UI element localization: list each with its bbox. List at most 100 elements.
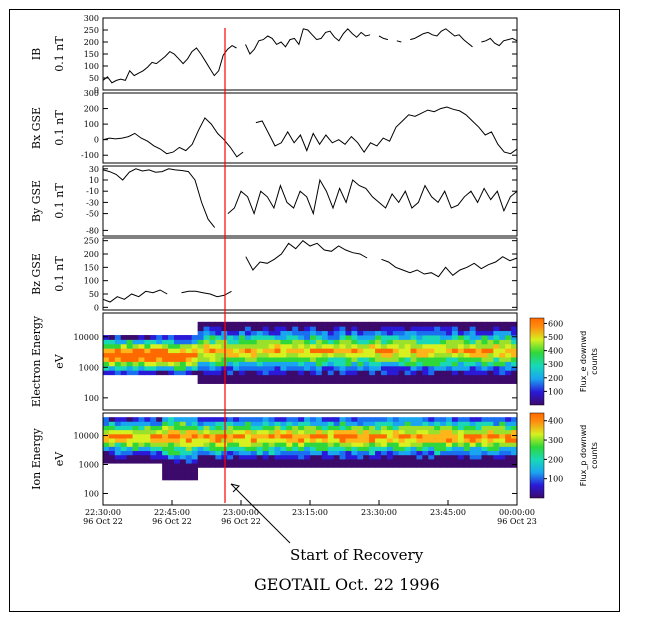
heatmap-cell	[144, 438, 151, 443]
heatmap-cell	[446, 321, 453, 327]
heatmap-cell	[168, 339, 175, 345]
heatmap-cell	[286, 459, 293, 464]
heatmap-cell	[469, 321, 476, 327]
heatmap-cell	[197, 365, 204, 371]
heatmap-cell	[310, 379, 317, 384]
heatmap-cell	[357, 365, 364, 371]
heatmap-cell	[150, 339, 157, 345]
heatmap-cell	[375, 339, 382, 345]
heatmap-cell	[428, 339, 435, 345]
heatmap-cell	[327, 417, 335, 422]
heatmap-cell	[144, 361, 151, 367]
heatmap-cell	[227, 450, 234, 456]
heatmap-cell	[179, 370, 187, 376]
heatmap-cell	[233, 429, 240, 435]
heatmap-cell	[440, 330, 447, 336]
heatmap-cell	[144, 343, 151, 349]
heatmap-cell	[132, 425, 139, 431]
heatmap-cell	[304, 365, 311, 371]
heatmap-cell	[398, 348, 406, 354]
heatmap-cell	[168, 442, 175, 447]
heatmap-cell	[138, 361, 145, 367]
heatmap-cell	[144, 357, 151, 362]
heatmap-cell	[434, 370, 441, 376]
heatmap-cell	[416, 379, 423, 384]
heatmap-cell	[375, 330, 382, 336]
heatmap-cell	[363, 379, 370, 384]
heatmap-cell	[162, 433, 169, 439]
y-tick-label: 1000	[79, 363, 99, 372]
heatmap-cell	[428, 365, 435, 371]
heatmap-cell	[434, 357, 441, 362]
heatmap-cell	[511, 438, 518, 443]
heatmap-cell	[475, 370, 482, 376]
heatmap-cell	[499, 374, 506, 380]
colorbar-tick-label: 400	[548, 417, 563, 426]
heatmap-cell	[392, 374, 400, 380]
heatmap-cell	[386, 335, 394, 340]
heatmap-cell	[339, 335, 346, 340]
heatmap-cell	[499, 365, 506, 371]
heatmap-cell	[114, 343, 122, 349]
heatmap-cell	[144, 352, 151, 358]
heatmap-cell	[168, 459, 175, 464]
heatmap-cell	[422, 442, 429, 447]
heatmap-cell	[380, 374, 388, 380]
heatmap-cell	[262, 326, 269, 332]
heatmap-cell	[256, 357, 264, 362]
heatmap-cell	[457, 339, 465, 345]
heatmap-cell	[150, 429, 157, 435]
heatmap-cell	[493, 370, 500, 376]
heatmap-cell	[505, 343, 512, 349]
series-line	[481, 37, 518, 47]
heatmap-cell	[475, 442, 482, 447]
heatmap-cell	[150, 425, 157, 431]
heatmap-cell	[203, 450, 210, 456]
heatmap-cell	[404, 343, 411, 349]
heatmap-cell	[451, 459, 459, 464]
heatmap-cell	[463, 379, 471, 384]
heatmap-cell	[327, 321, 335, 327]
heatmap-cell	[156, 361, 163, 367]
heatmap-cell	[304, 379, 311, 384]
heatmap-cell	[162, 370, 169, 376]
heatmap-cell	[446, 352, 453, 358]
heatmap-cell	[114, 438, 122, 443]
heatmap-cell	[440, 352, 447, 358]
heatmap-cell	[440, 365, 447, 371]
heatmap-cell	[505, 326, 512, 332]
heatmap-cell	[280, 454, 287, 460]
heatmap-cell	[392, 438, 400, 443]
heatmap-cell	[351, 459, 358, 464]
heatmap-cell	[286, 321, 293, 327]
heatmap-cell	[150, 450, 157, 456]
heatmap-cell	[422, 433, 429, 439]
heatmap-cell	[327, 446, 335, 452]
heatmap-cell	[505, 433, 512, 439]
heatmap-cell	[416, 348, 423, 354]
series-line	[102, 289, 168, 303]
heatmap-cell	[386, 343, 394, 349]
heatmap-cell	[191, 442, 199, 447]
heatmap-cell	[292, 442, 299, 447]
heatmap-cell	[256, 442, 264, 447]
heatmap-cell	[268, 343, 275, 349]
heatmap-cell	[487, 365, 494, 371]
heatmap-cell	[369, 326, 376, 332]
heatmap-cell	[114, 454, 122, 460]
heatmap-cell	[363, 335, 370, 340]
heatmap-cell	[469, 348, 476, 354]
heatmap-cell	[434, 348, 441, 354]
heatmap-cell	[280, 326, 287, 332]
heatmap-cell	[451, 421, 459, 426]
heatmap-cell	[197, 330, 204, 336]
heatmap-cell	[404, 330, 411, 336]
heatmap-cell	[422, 374, 429, 380]
heatmap-cell	[215, 417, 222, 422]
heatmap-cell	[392, 421, 400, 426]
y-tick-label: 200	[84, 38, 99, 47]
series-line	[102, 168, 216, 228]
y-tick-label: 0	[94, 86, 99, 95]
heatmap-cell	[434, 330, 441, 336]
heatmap-cell	[315, 379, 323, 384]
